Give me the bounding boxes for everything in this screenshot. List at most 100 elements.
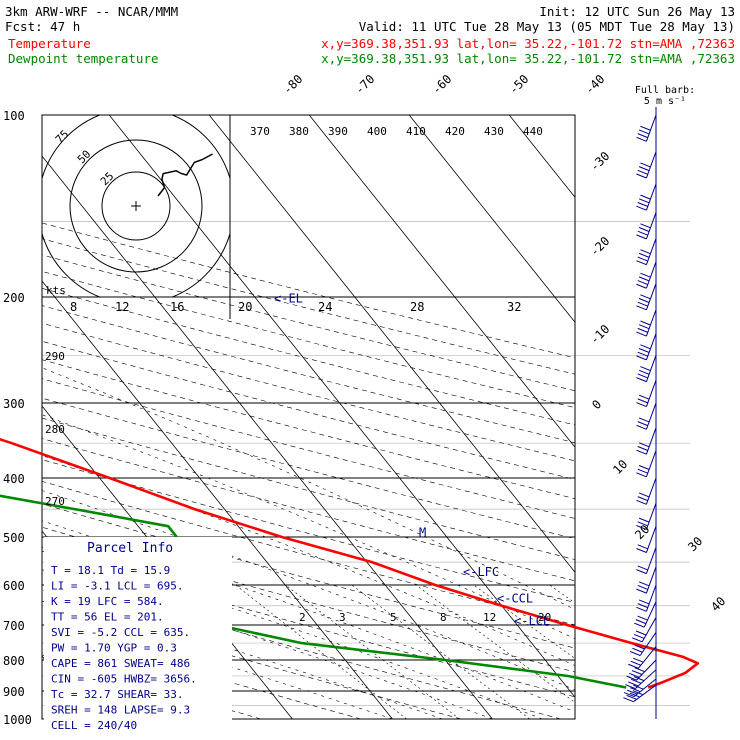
forecast-hour: Fcst: 47 h bbox=[5, 19, 80, 34]
barb-feather bbox=[638, 198, 650, 204]
isotherm-label: -40 bbox=[582, 72, 607, 97]
wind-barb bbox=[636, 503, 657, 530]
isotherm bbox=[408, 115, 575, 323]
barb-feather bbox=[636, 234, 647, 240]
barb-shaft bbox=[633, 678, 657, 697]
barb-feather bbox=[628, 663, 639, 669]
wind-barb bbox=[636, 261, 657, 289]
barb-feather bbox=[638, 394, 650, 400]
barb-shaft bbox=[645, 114, 657, 142]
barb-shaft bbox=[645, 333, 657, 361]
barb-shaft bbox=[645, 584, 657, 612]
barb-feather bbox=[637, 169, 648, 175]
barb-feather bbox=[630, 678, 642, 684]
barb-legend-units: 5 m s⁻¹ bbox=[644, 96, 686, 107]
isotherm-label: -30 bbox=[587, 149, 612, 174]
barb-shaft bbox=[645, 566, 657, 594]
m-marker: M bbox=[419, 526, 426, 540]
barb-feather bbox=[638, 252, 650, 258]
temperature-legend: Temperature bbox=[8, 36, 91, 51]
barb-feather bbox=[637, 230, 648, 236]
barb-feather bbox=[637, 565, 648, 571]
model-title: 3km ARW-WRF -- NCAR/MMM bbox=[5, 4, 178, 19]
barb-shaft bbox=[645, 309, 657, 337]
valid-time: Valid: 11 UTC Tue 28 May 13 (05 MDT Tue … bbox=[359, 19, 735, 34]
barb-feather bbox=[636, 173, 647, 179]
mixing-ratio-label: 5 bbox=[390, 611, 397, 624]
barb-feather bbox=[638, 581, 650, 587]
barb-shaft bbox=[633, 684, 657, 703]
wind-barb bbox=[626, 659, 657, 681]
theta-label: 280 bbox=[45, 423, 65, 436]
wind-barb bbox=[623, 678, 657, 698]
mixing-ratio-lines bbox=[235, 584, 575, 720]
barb-feather bbox=[637, 446, 648, 451]
barb-feather bbox=[640, 320, 651, 326]
barb-feather bbox=[637, 202, 648, 207]
barb-feather bbox=[638, 442, 650, 448]
wind-barb bbox=[634, 601, 657, 628]
theta-e-label: 390 bbox=[328, 125, 348, 138]
barb-shaft bbox=[645, 380, 657, 407]
barb-feather bbox=[637, 327, 648, 333]
barb-shaft bbox=[645, 503, 657, 530]
isotherm bbox=[208, 115, 575, 573]
barb-feather bbox=[637, 256, 648, 262]
wind-barb bbox=[636, 283, 657, 311]
barb-feather bbox=[626, 675, 637, 681]
mixing-ratio-line bbox=[235, 584, 407, 720]
wind-barbs bbox=[623, 107, 657, 719]
isotherm bbox=[609, 115, 740, 719]
barb-feather bbox=[637, 351, 648, 357]
barb-feather bbox=[637, 133, 648, 139]
barb-feather bbox=[637, 521, 648, 527]
dry-adiabat bbox=[42, 550, 575, 698]
barb-feather bbox=[638, 348, 650, 353]
barb-feather bbox=[636, 355, 647, 361]
isotherm-label: 0 bbox=[589, 397, 604, 412]
barb-shaft bbox=[645, 526, 657, 553]
barb-feather bbox=[640, 194, 651, 200]
theta-e-label: 420 bbox=[445, 125, 465, 138]
barb-feather bbox=[633, 633, 645, 639]
wind-barb bbox=[636, 355, 657, 383]
hodograph-ring-label: 50 bbox=[75, 148, 94, 167]
hodograph-frame bbox=[41, 114, 231, 298]
plot-frame bbox=[41, 114, 576, 720]
barb-legend: Full barb: 5 m s⁻¹ bbox=[635, 85, 695, 107]
barb-feather bbox=[636, 136, 647, 142]
isotherm-label: -20 bbox=[587, 234, 612, 259]
moist-adiabat bbox=[42, 569, 493, 720]
dry-adiabat bbox=[42, 271, 575, 408]
barb-feather bbox=[634, 667, 645, 673]
wind-barb bbox=[636, 402, 657, 430]
barb-feather bbox=[636, 525, 647, 530]
init-time: Init: 12 UTC Sun 26 May 13 bbox=[539, 4, 735, 19]
barb-feather bbox=[637, 584, 648, 590]
barb-feather bbox=[630, 660, 641, 666]
pressure-label-900: 900 bbox=[3, 685, 25, 699]
temperature-location: x,y=369.38,351.93 lat,lon= 35.22,-101.72… bbox=[321, 36, 735, 51]
wind-barb bbox=[631, 617, 657, 643]
barb-feather bbox=[638, 465, 650, 470]
pressure-label-800: 800 bbox=[3, 654, 25, 668]
barb-shaft bbox=[645, 477, 657, 505]
barb-feather bbox=[636, 449, 647, 455]
barb-feather bbox=[633, 684, 644, 690]
wind-barb bbox=[636, 584, 657, 612]
parcel-row: T = 18.1 Td = 15.9 bbox=[51, 564, 170, 577]
speed-label: 8 bbox=[70, 300, 77, 314]
moist-adiabats bbox=[42, 367, 575, 720]
wind-barb bbox=[625, 669, 657, 690]
barb-feather bbox=[629, 651, 641, 656]
wind-barb bbox=[636, 547, 657, 575]
pressure-label-600: 600 bbox=[3, 579, 25, 593]
mixing-ratio-line bbox=[415, 584, 575, 703]
barb-feather bbox=[636, 402, 647, 408]
barb-feather bbox=[640, 366, 651, 372]
isotherm bbox=[42, 155, 493, 720]
dry-adiabat bbox=[42, 438, 575, 582]
barb-shaft bbox=[634, 669, 657, 689]
barb-feather bbox=[638, 417, 650, 423]
hodograph-ring bbox=[69, 139, 203, 273]
